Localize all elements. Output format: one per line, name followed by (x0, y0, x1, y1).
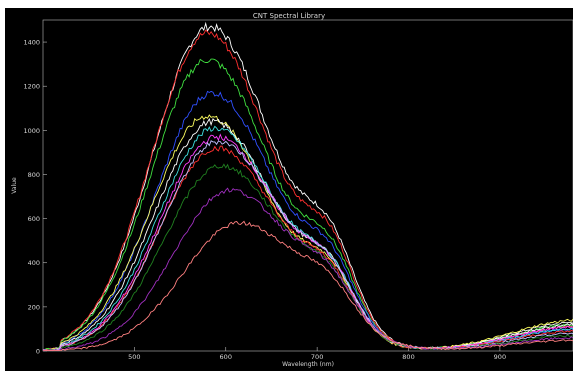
axes: 0 200 400 600 800 1000 1200 1400 500 600 700 800 900 (23, 19, 573, 361)
series-line (42, 125, 573, 352)
y-tick-label: 200 (28, 303, 40, 311)
x-tick-label: 700 (311, 353, 323, 361)
y-tick-label: 1200 (23, 83, 40, 91)
series-line (42, 220, 573, 352)
y-tick-label: 600 (28, 215, 40, 223)
series-line (43, 90, 573, 351)
y-tick-label: 400 (28, 259, 40, 267)
series-group (42, 21, 573, 352)
y-tick-label: 1000 (23, 127, 40, 135)
x-axis-label: Wavelength (nm) (282, 361, 334, 368)
y-axis-label: Value (11, 177, 18, 194)
y-tick-label: 1400 (23, 39, 40, 47)
series-line (43, 187, 573, 352)
series-line (42, 145, 573, 351)
y-tick-label: 0 (36, 348, 40, 356)
series-line (42, 58, 573, 351)
y-tick-label: 800 (28, 171, 40, 179)
chart-canvas: 0 200 400 600 800 1000 1200 1400 500 600 700 800 900… (11, 19, 573, 368)
series-line (42, 114, 573, 351)
x-tick-label: 900 (494, 353, 506, 361)
plot-frame (42, 19, 573, 352)
series-line (43, 163, 573, 352)
chart-title: CNT Spectral Library (252, 12, 326, 20)
x-tick-label: 500 (128, 353, 140, 361)
series-line (42, 133, 573, 352)
x-tick-label: 800 (402, 353, 414, 361)
x-tick-label: 600 (220, 353, 232, 361)
plot-window: CNT Spectral Library 0 200 400 600 800 1000 12… (5, 8, 573, 371)
series-line (42, 117, 573, 352)
